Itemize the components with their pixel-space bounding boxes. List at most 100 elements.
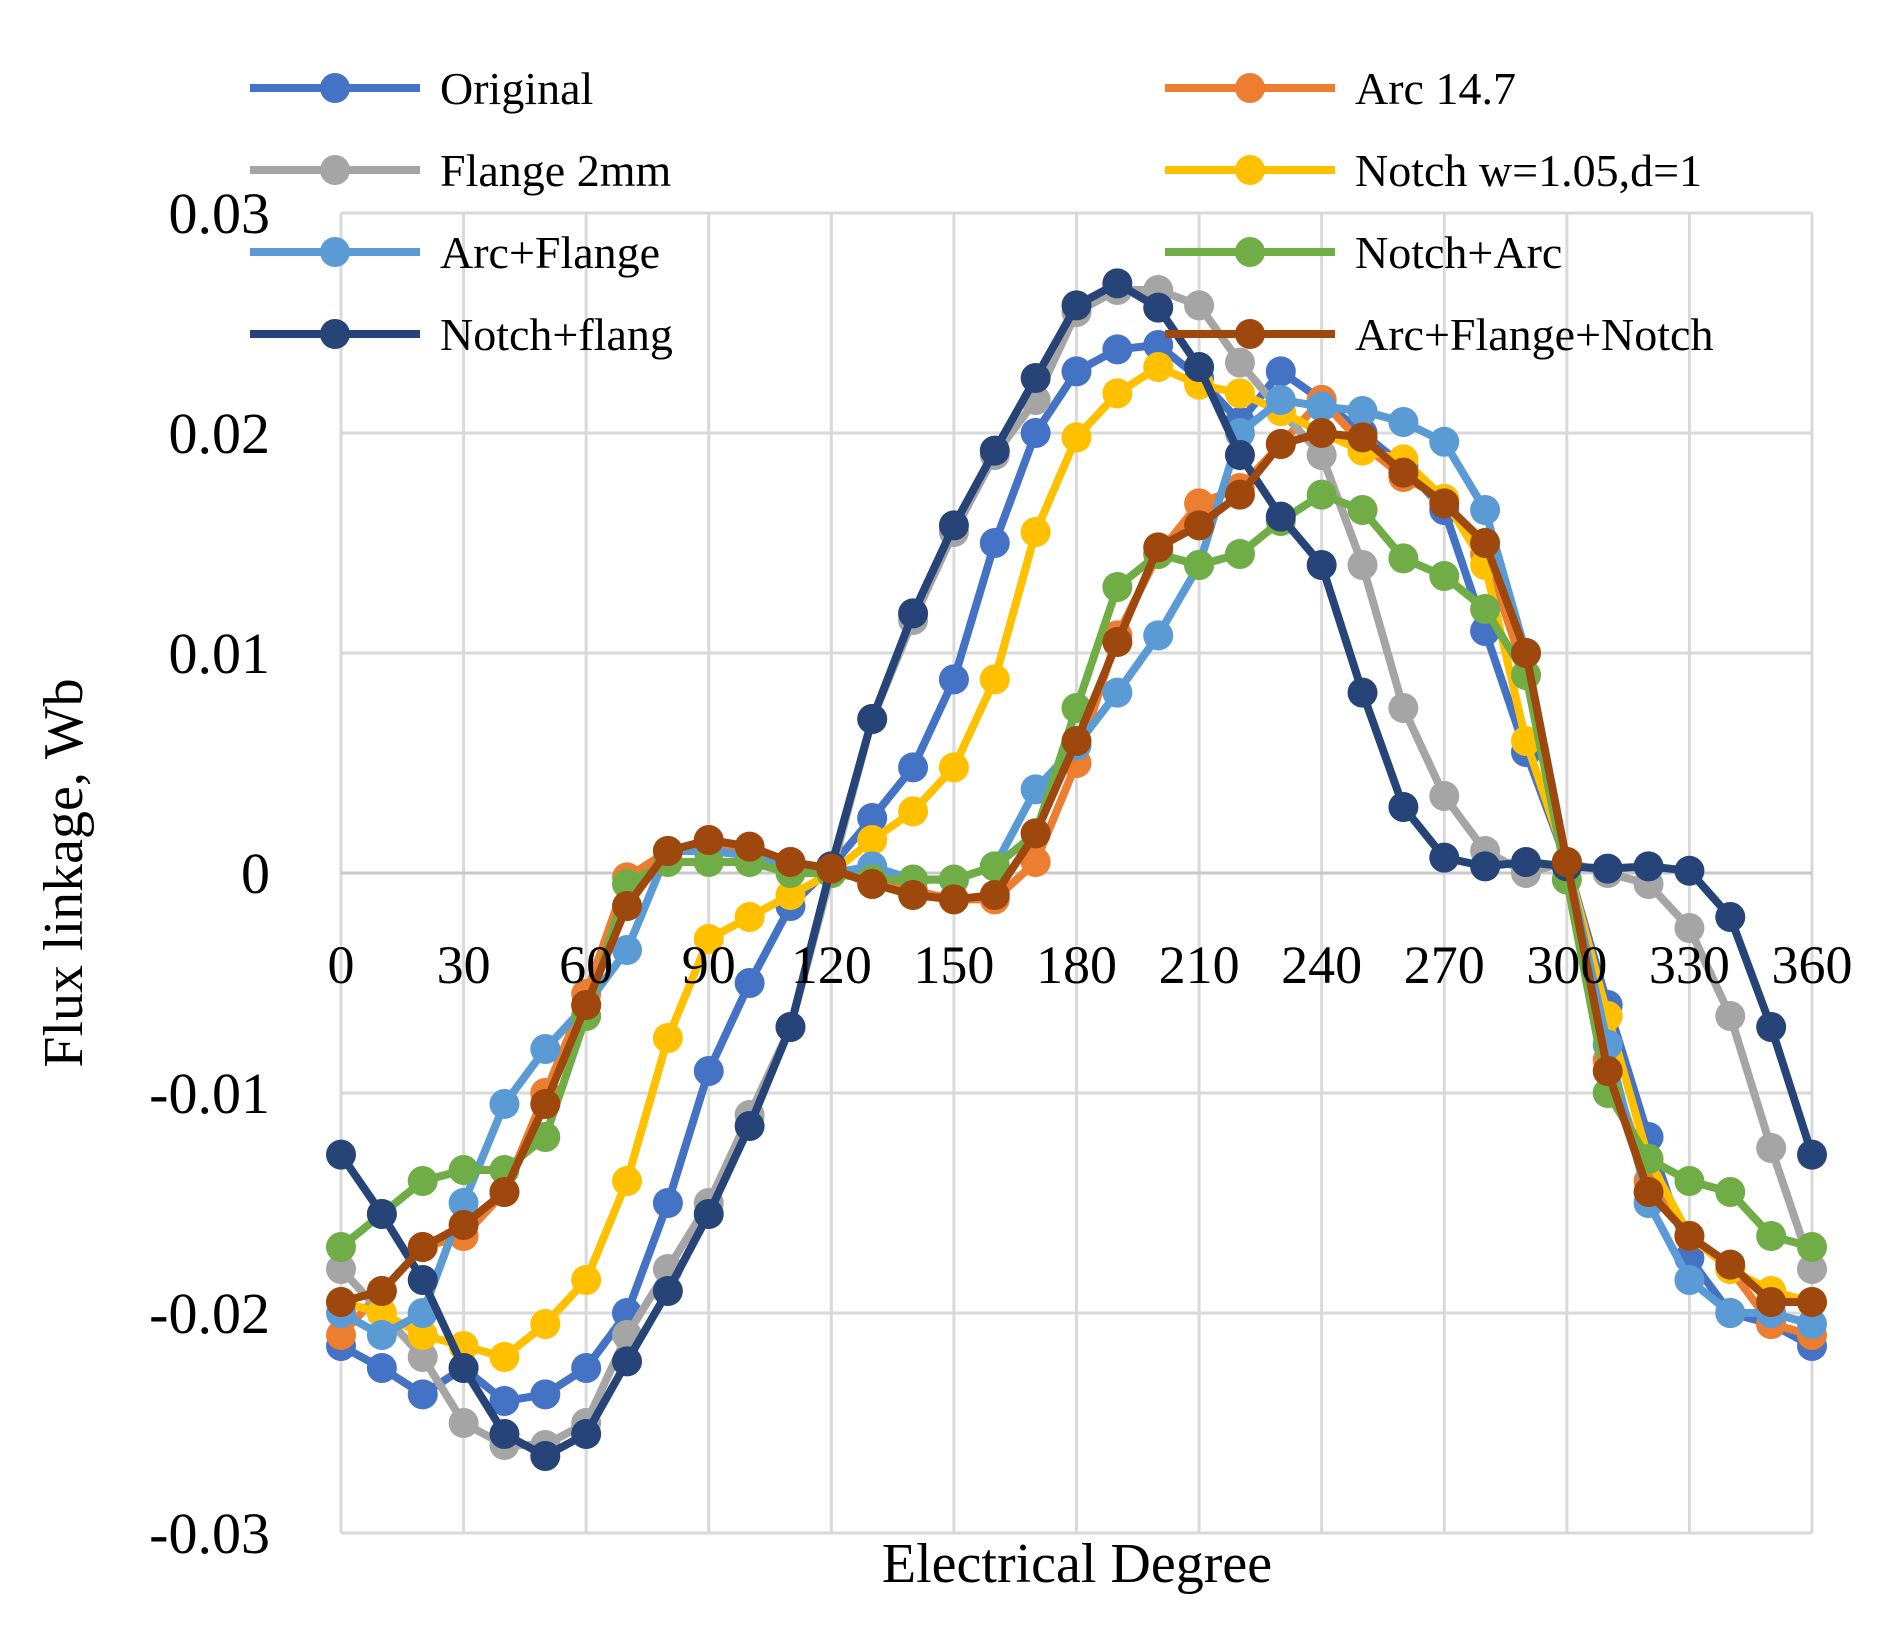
data-point (1347, 495, 1378, 525)
data-point (734, 902, 765, 932)
data-point (1347, 677, 1378, 708)
data-point (898, 752, 929, 783)
data-point (1265, 429, 1296, 459)
data-point (1061, 290, 1092, 321)
x-tick-label: 180 (1036, 935, 1117, 995)
data-point (1388, 792, 1419, 822)
data-point (734, 831, 765, 862)
data-point (489, 1089, 520, 1119)
data-point (1102, 677, 1133, 708)
data-point (1347, 422, 1378, 453)
legend-marker (1235, 155, 1265, 185)
data-point (979, 435, 1010, 466)
data-point (1265, 385, 1296, 415)
data-point (693, 825, 724, 855)
y-tick-label: 0.02 (169, 401, 271, 466)
data-point (1020, 363, 1051, 393)
data-point (1020, 847, 1051, 877)
data-point (1470, 594, 1501, 624)
data-point (1756, 1221, 1787, 1251)
data-point (407, 1166, 438, 1196)
data-point (407, 1232, 438, 1262)
data-point (1797, 1139, 1827, 1170)
legend-item: Notch w=1.05,d=1 (1165, 145, 1702, 196)
x-tick-label: 120 (791, 935, 872, 995)
data-point (366, 1298, 397, 1328)
data-point (366, 1353, 397, 1383)
data-point (693, 924, 724, 954)
data-point (1633, 1177, 1664, 1207)
data-point (1061, 422, 1092, 453)
x-tick-label: 330 (1649, 935, 1730, 995)
data-point (1388, 457, 1419, 488)
data-point (1347, 396, 1378, 426)
data-point (1020, 418, 1051, 448)
data-point (693, 1056, 724, 1086)
data-point (489, 1342, 520, 1372)
data-point (816, 853, 847, 884)
data-point (1797, 1232, 1827, 1262)
data-point (1184, 352, 1215, 382)
data-point (448, 1155, 479, 1185)
data-point (366, 1320, 397, 1350)
legend-label: Arc 14.7 (1355, 63, 1516, 114)
x-tick-label: 60 (559, 935, 613, 995)
data-point (1306, 550, 1337, 580)
data-point (448, 1188, 479, 1218)
data-point (530, 1034, 561, 1064)
legend-label: Original (440, 63, 593, 114)
data-point (938, 884, 969, 915)
legend-label: Notch+Arc (1355, 227, 1562, 278)
x-tick-label: 240 (1281, 935, 1362, 995)
data-point (857, 803, 888, 833)
data-point (938, 752, 969, 783)
data-point (1429, 426, 1460, 457)
data-point (571, 1419, 602, 1449)
data-point (1102, 572, 1133, 602)
y-tick-label: 0.03 (169, 181, 271, 246)
y-tick-label: -0.03 (149, 1501, 270, 1566)
data-point (1470, 851, 1501, 882)
data-point (1306, 418, 1337, 448)
data-point (1510, 847, 1541, 877)
data-point (1715, 1001, 1746, 1031)
data-point (652, 1188, 683, 1218)
x-tick-label: 210 (1159, 935, 1240, 995)
data-point (530, 1379, 561, 1410)
series-layer (326, 268, 1827, 1471)
data-point (489, 1177, 520, 1207)
data-point (1470, 495, 1501, 525)
data-point (366, 1199, 397, 1229)
data-point (1756, 1012, 1787, 1042)
data-point (1102, 334, 1133, 365)
x-axis-title: Electrical Degree (882, 1533, 1272, 1595)
data-point (1184, 488, 1215, 519)
legend-item: Arc+Flange (250, 227, 660, 278)
data-point (1143, 532, 1174, 563)
data-point (1061, 356, 1092, 387)
data-point (1388, 693, 1419, 723)
data-point (1306, 391, 1337, 422)
legend-item: Arc 14.7 (1165, 63, 1516, 114)
data-point (1143, 292, 1174, 323)
legend-marker (1235, 319, 1265, 349)
data-point (1756, 1133, 1787, 1163)
data-point (489, 1419, 520, 1449)
x-tick-label: 300 (1526, 935, 1607, 995)
data-point (1551, 847, 1582, 877)
data-point (938, 664, 969, 695)
data-point (775, 880, 806, 910)
legend-label: Arc+Flange+Notch (1355, 309, 1713, 360)
data-point (1429, 488, 1460, 519)
data-point (652, 1023, 683, 1053)
data-point (1265, 501, 1296, 532)
data-point (1510, 726, 1541, 756)
data-point (1388, 543, 1419, 574)
series-7 (326, 418, 1827, 1317)
legend-item: Arc+Flange+Notch (1165, 309, 1713, 360)
legend-label: Flange 2mm (440, 145, 671, 196)
data-point (1715, 1249, 1746, 1280)
legend-item: Notch+flang (250, 309, 673, 360)
data-point (326, 1287, 356, 1317)
data-point (448, 1210, 479, 1240)
